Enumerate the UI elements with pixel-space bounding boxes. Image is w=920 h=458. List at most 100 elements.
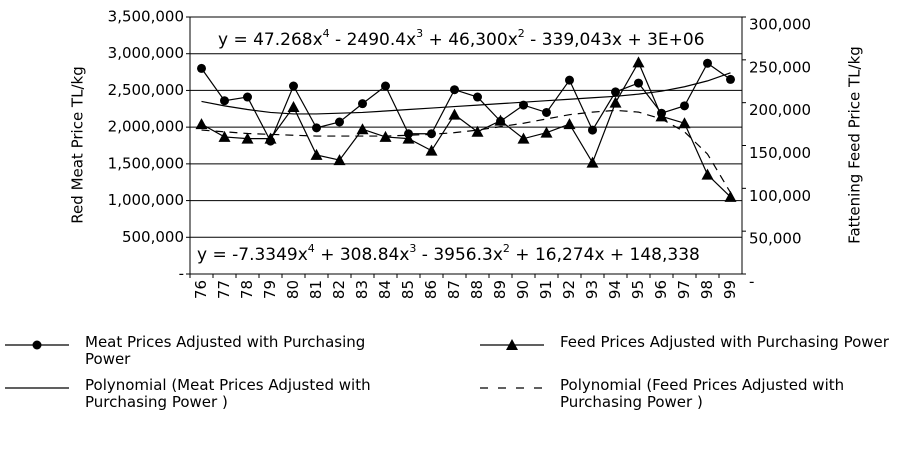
point [427, 129, 436, 139]
equation-text: + 308.84x [315, 245, 410, 265]
equation-text: - 339,043x + 3E+06 [525, 30, 705, 50]
equation-text: y = -7.3349x [197, 245, 308, 265]
point [588, 125, 597, 135]
y-tick-label: 1,000,000 [108, 191, 184, 209]
x-tick-label: 1995 [629, 280, 647, 300]
y-tick-label: 3,500,000 [108, 8, 184, 26]
y2-tick-label: 250,000 [749, 58, 811, 76]
chart: Red Meat Price TL/kg Fattening Feed Pric… [69, 8, 864, 319]
x-tick-label: 1987 [445, 280, 463, 300]
y-tick-label: 500,000 [122, 228, 184, 246]
y-tick-label: 2,000,000 [108, 118, 184, 136]
plot-frame [189, 16, 743, 275]
legend-entry: Polynomial (Feed Prices Adjusted with Pu… [480, 377, 890, 411]
legend-label: Feed Prices Adjusted with Purchasing Pow… [560, 333, 889, 351]
point [335, 117, 344, 127]
x-tick-label: 1986 [422, 280, 440, 300]
point [264, 132, 277, 144]
series-line [201, 61, 731, 198]
point [611, 87, 620, 97]
point [356, 123, 369, 135]
point [655, 110, 668, 122]
point [678, 117, 691, 129]
point [310, 148, 323, 160]
legend-glyph [480, 339, 544, 350]
x-tick-label: 1994 [606, 280, 624, 300]
point [701, 168, 714, 180]
x-tick-label: 1979 [261, 280, 279, 300]
point [381, 81, 390, 91]
equation-exponent: 4 [308, 242, 315, 255]
legend-glyph [5, 387, 69, 389]
equation-background [195, 241, 702, 265]
x-tick-label: 1989 [491, 280, 509, 300]
point [471, 125, 484, 137]
x-tick-label: 1982 [330, 280, 348, 300]
x-tick-label: 1991 [537, 280, 555, 300]
legend-marker [506, 339, 518, 350]
equation-text: - 3956.3x [416, 245, 503, 265]
point [542, 107, 551, 117]
trend-line [201, 72, 731, 115]
equation-exponent: 3 [416, 27, 423, 40]
point [450, 85, 459, 95]
point [312, 123, 321, 133]
trend-line [201, 109, 732, 193]
series-line [201, 62, 731, 143]
point [632, 56, 645, 68]
equation-exponent: 2 [503, 242, 510, 255]
y2-tick-label: - [749, 273, 754, 291]
equation-exponent: 3 [409, 242, 416, 255]
x-tick-label: 1981 [307, 280, 325, 300]
point [517, 132, 530, 144]
point [540, 126, 553, 138]
x-tick-label: 1983 [353, 280, 371, 300]
equation-text: + 16,274x + 148,338 [510, 245, 700, 265]
x-tick-label: 1985 [399, 280, 417, 300]
point [243, 92, 252, 102]
x-tick-label: 1990 [514, 280, 532, 300]
point [494, 114, 507, 126]
point [565, 75, 574, 85]
point [289, 81, 298, 91]
y2-tick-label: 300,000 [749, 16, 811, 34]
legend-marker [32, 340, 42, 350]
equation-background [216, 26, 707, 50]
point [703, 58, 712, 68]
equation-exponent: 4 [323, 27, 330, 40]
legend-entry: Polynomial (Meat Prices Adjusted with Pu… [5, 377, 415, 411]
x-tick-label: 1996 [652, 280, 670, 300]
legend-entry: Meat Prices Adjusted with Purchasing Pow… [5, 334, 415, 368]
legend-entry: Feed Prices Adjusted with Purchasing Pow… [480, 334, 889, 354]
point [448, 108, 461, 120]
x-tick-label: 1997 [675, 280, 693, 300]
point [197, 63, 206, 73]
trend-equation: y = -7.3349x4 + 308.84x3 - 3956.3x2 + 16… [197, 242, 700, 266]
y2-axis-label: Fattening Feed Price TL/kg [846, 46, 864, 244]
point [563, 118, 576, 130]
y-tick-label: 2,500,000 [108, 81, 184, 99]
legend-glyph [480, 387, 544, 389]
x-tick-label: 1978 [238, 280, 256, 300]
x-tick-label: 1980 [284, 280, 302, 300]
point [402, 132, 415, 144]
legend-label: Meat Prices Adjusted with Purchasing Pow… [85, 333, 366, 368]
legend-label: Polynomial (Feed Prices Adjusted with Pu… [560, 376, 845, 411]
point [724, 190, 737, 202]
point [358, 99, 367, 109]
y2-tick-label: 200,000 [749, 101, 811, 119]
y2-tick-label: 50,000 [749, 230, 802, 248]
point [220, 96, 229, 106]
point [680, 101, 689, 111]
y-tick-label: - [179, 265, 184, 283]
y2-tick-label: 100,000 [749, 187, 811, 205]
point [218, 130, 231, 142]
equation-exponent: 2 [518, 27, 525, 40]
y-tick-label: 1,500,000 [108, 154, 184, 172]
x-tick-label: 1976 [192, 280, 210, 300]
equation-text: - 2490.4x [330, 30, 417, 50]
x-tick-label: 1993 [583, 280, 601, 300]
point [333, 154, 346, 166]
y2-tick-label: 150,000 [749, 144, 811, 162]
